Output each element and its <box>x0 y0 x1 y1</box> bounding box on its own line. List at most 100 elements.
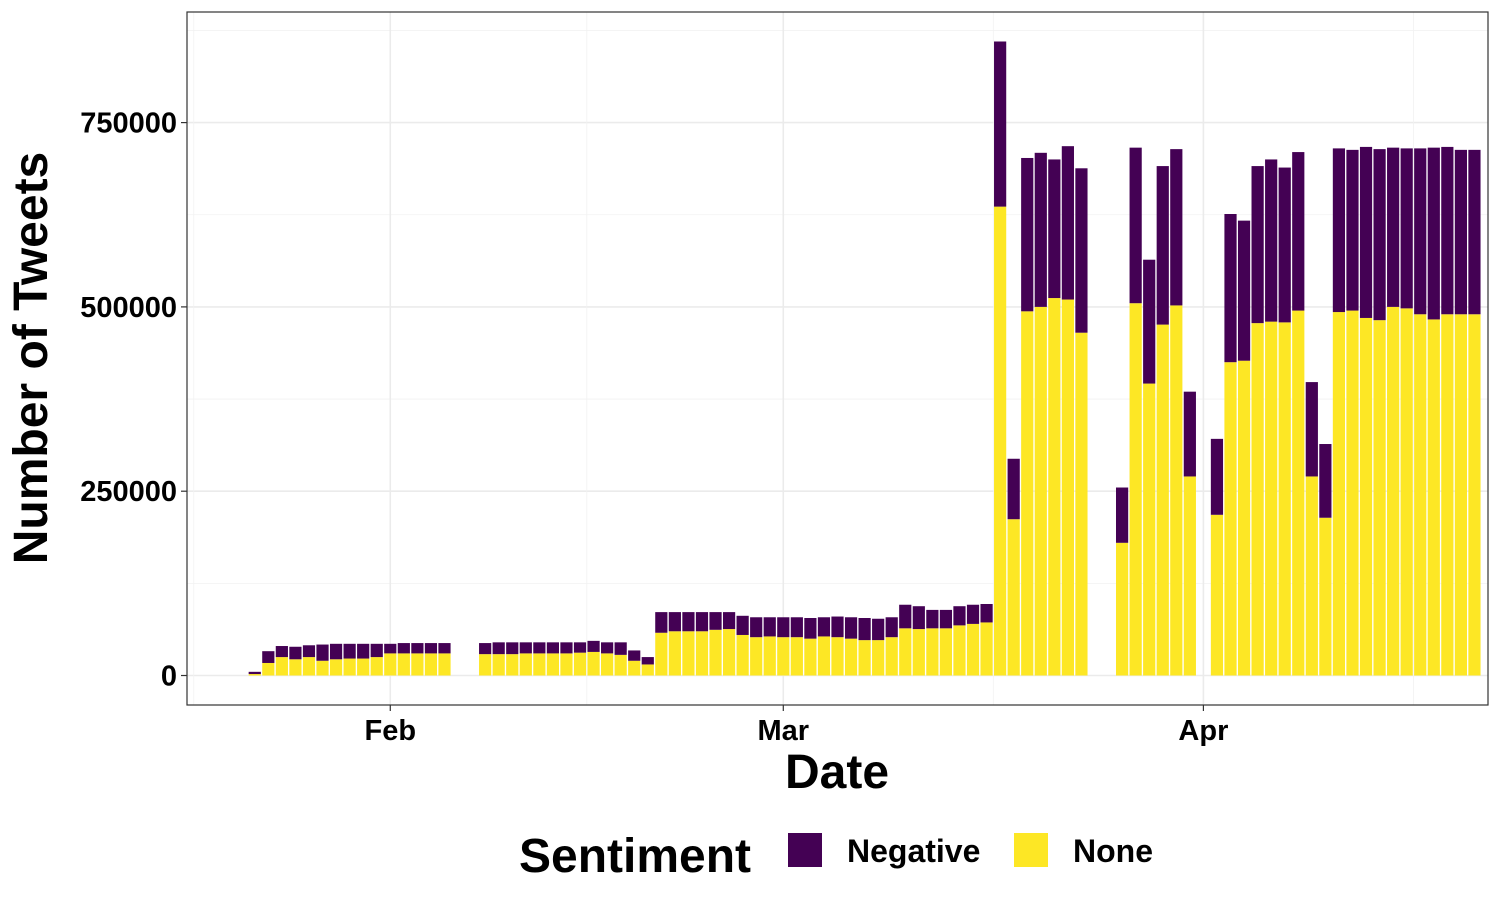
bar-none <box>885 637 898 676</box>
y-tick-label: 500000 <box>80 292 177 324</box>
bar-negative <box>316 644 329 661</box>
bar-negative <box>560 642 573 654</box>
bar-none <box>1075 332 1088 676</box>
bar-none <box>1278 322 1291 676</box>
bar-negative <box>817 617 831 637</box>
bar-none <box>1007 519 1020 676</box>
bar-none <box>343 658 356 676</box>
bar-negative <box>1021 157 1034 312</box>
bar-none <box>1400 308 1413 676</box>
bar-negative <box>1115 487 1129 543</box>
bar-negative <box>953 606 966 626</box>
bar-negative <box>587 640 600 652</box>
bar-negative <box>722 612 736 630</box>
bar-none <box>438 653 451 676</box>
bar-none <box>1305 476 1318 676</box>
bar-negative <box>289 646 302 660</box>
bar-negative <box>1387 147 1400 307</box>
bar-none <box>709 629 722 676</box>
bar-none <box>1034 306 1047 676</box>
bar-none <box>1346 310 1359 676</box>
bar-none <box>560 653 573 676</box>
bar-negative <box>844 617 858 639</box>
bar-none <box>912 629 925 676</box>
bar-negative <box>1332 148 1346 313</box>
bar-none <box>966 623 980 676</box>
bar-negative <box>1237 220 1251 361</box>
bar-none <box>695 631 709 676</box>
bar-none <box>628 660 641 676</box>
bar-none <box>1061 299 1074 676</box>
bar-negative <box>899 604 912 629</box>
bar-none <box>844 638 858 676</box>
bar-none <box>506 654 519 676</box>
bar-negative <box>1278 167 1291 323</box>
bar-negative <box>994 41 1007 207</box>
bar-negative <box>1156 166 1169 325</box>
bar-none <box>777 637 790 676</box>
bar-negative <box>302 645 316 658</box>
bar-negative <box>912 606 925 630</box>
bar-none <box>655 632 668 676</box>
bar-negative <box>682 612 695 632</box>
bar-none <box>1414 314 1427 676</box>
bar-none <box>329 659 343 676</box>
bar-none <box>899 628 912 676</box>
plot-panel-border <box>186 11 1489 706</box>
bar-none <box>573 652 587 676</box>
bar-none <box>1143 383 1156 676</box>
bar-negative <box>763 617 776 637</box>
bar-negative <box>1427 147 1440 320</box>
bar-none <box>1454 314 1467 676</box>
bar-negative <box>655 612 668 633</box>
bar-negative <box>1441 146 1454 315</box>
grid-lines <box>187 12 1488 705</box>
bar-none <box>1115 542 1129 676</box>
bar-none <box>546 653 560 676</box>
bar-negative <box>628 650 641 661</box>
bar-negative <box>248 671 261 675</box>
bar-negative <box>397 643 410 654</box>
bar-none <box>248 674 261 676</box>
legend-title: Sentiment <box>519 830 751 883</box>
y-tick-label: 250000 <box>80 476 177 508</box>
bar-none <box>1156 324 1169 676</box>
bar-none <box>1170 305 1183 676</box>
bar-negative <box>980 603 993 623</box>
bar-none <box>763 636 776 676</box>
bar-negative <box>492 642 505 655</box>
bar-none <box>872 640 885 676</box>
bar-negative <box>573 642 587 653</box>
bar-none <box>1183 476 1196 676</box>
bar-negative <box>343 643 356 659</box>
bar-layer <box>248 41 1481 676</box>
bar-none <box>1319 517 1332 676</box>
bar-negative <box>777 617 790 638</box>
bar-none <box>939 628 953 676</box>
bar-none <box>926 628 939 676</box>
bar-negative <box>1034 152 1047 307</box>
bar-negative <box>438 643 451 654</box>
y-tick-label: 0 <box>161 661 177 693</box>
bar-negative <box>1305 382 1318 477</box>
bar-none <box>1387 306 1400 676</box>
y-axis-title: Number of Tweets <box>5 152 58 565</box>
bar-negative <box>370 643 383 658</box>
bar-none <box>682 631 695 676</box>
bar-negative <box>1170 149 1183 306</box>
bar-none <box>790 637 803 676</box>
x-tick-label: Feb <box>365 715 417 747</box>
bar-none <box>1251 323 1264 676</box>
bar-none <box>1468 314 1481 676</box>
bar-negative <box>1400 148 1413 309</box>
legend-label-negative: Negative <box>847 833 980 869</box>
bar-negative <box>926 609 939 629</box>
bar-negative <box>1210 438 1224 515</box>
bar-negative <box>790 617 803 638</box>
bar-negative <box>1048 159 1061 299</box>
bar-none <box>1292 310 1305 676</box>
bar-negative <box>329 643 343 660</box>
bar-negative <box>1292 152 1305 311</box>
bar-none <box>750 637 763 676</box>
